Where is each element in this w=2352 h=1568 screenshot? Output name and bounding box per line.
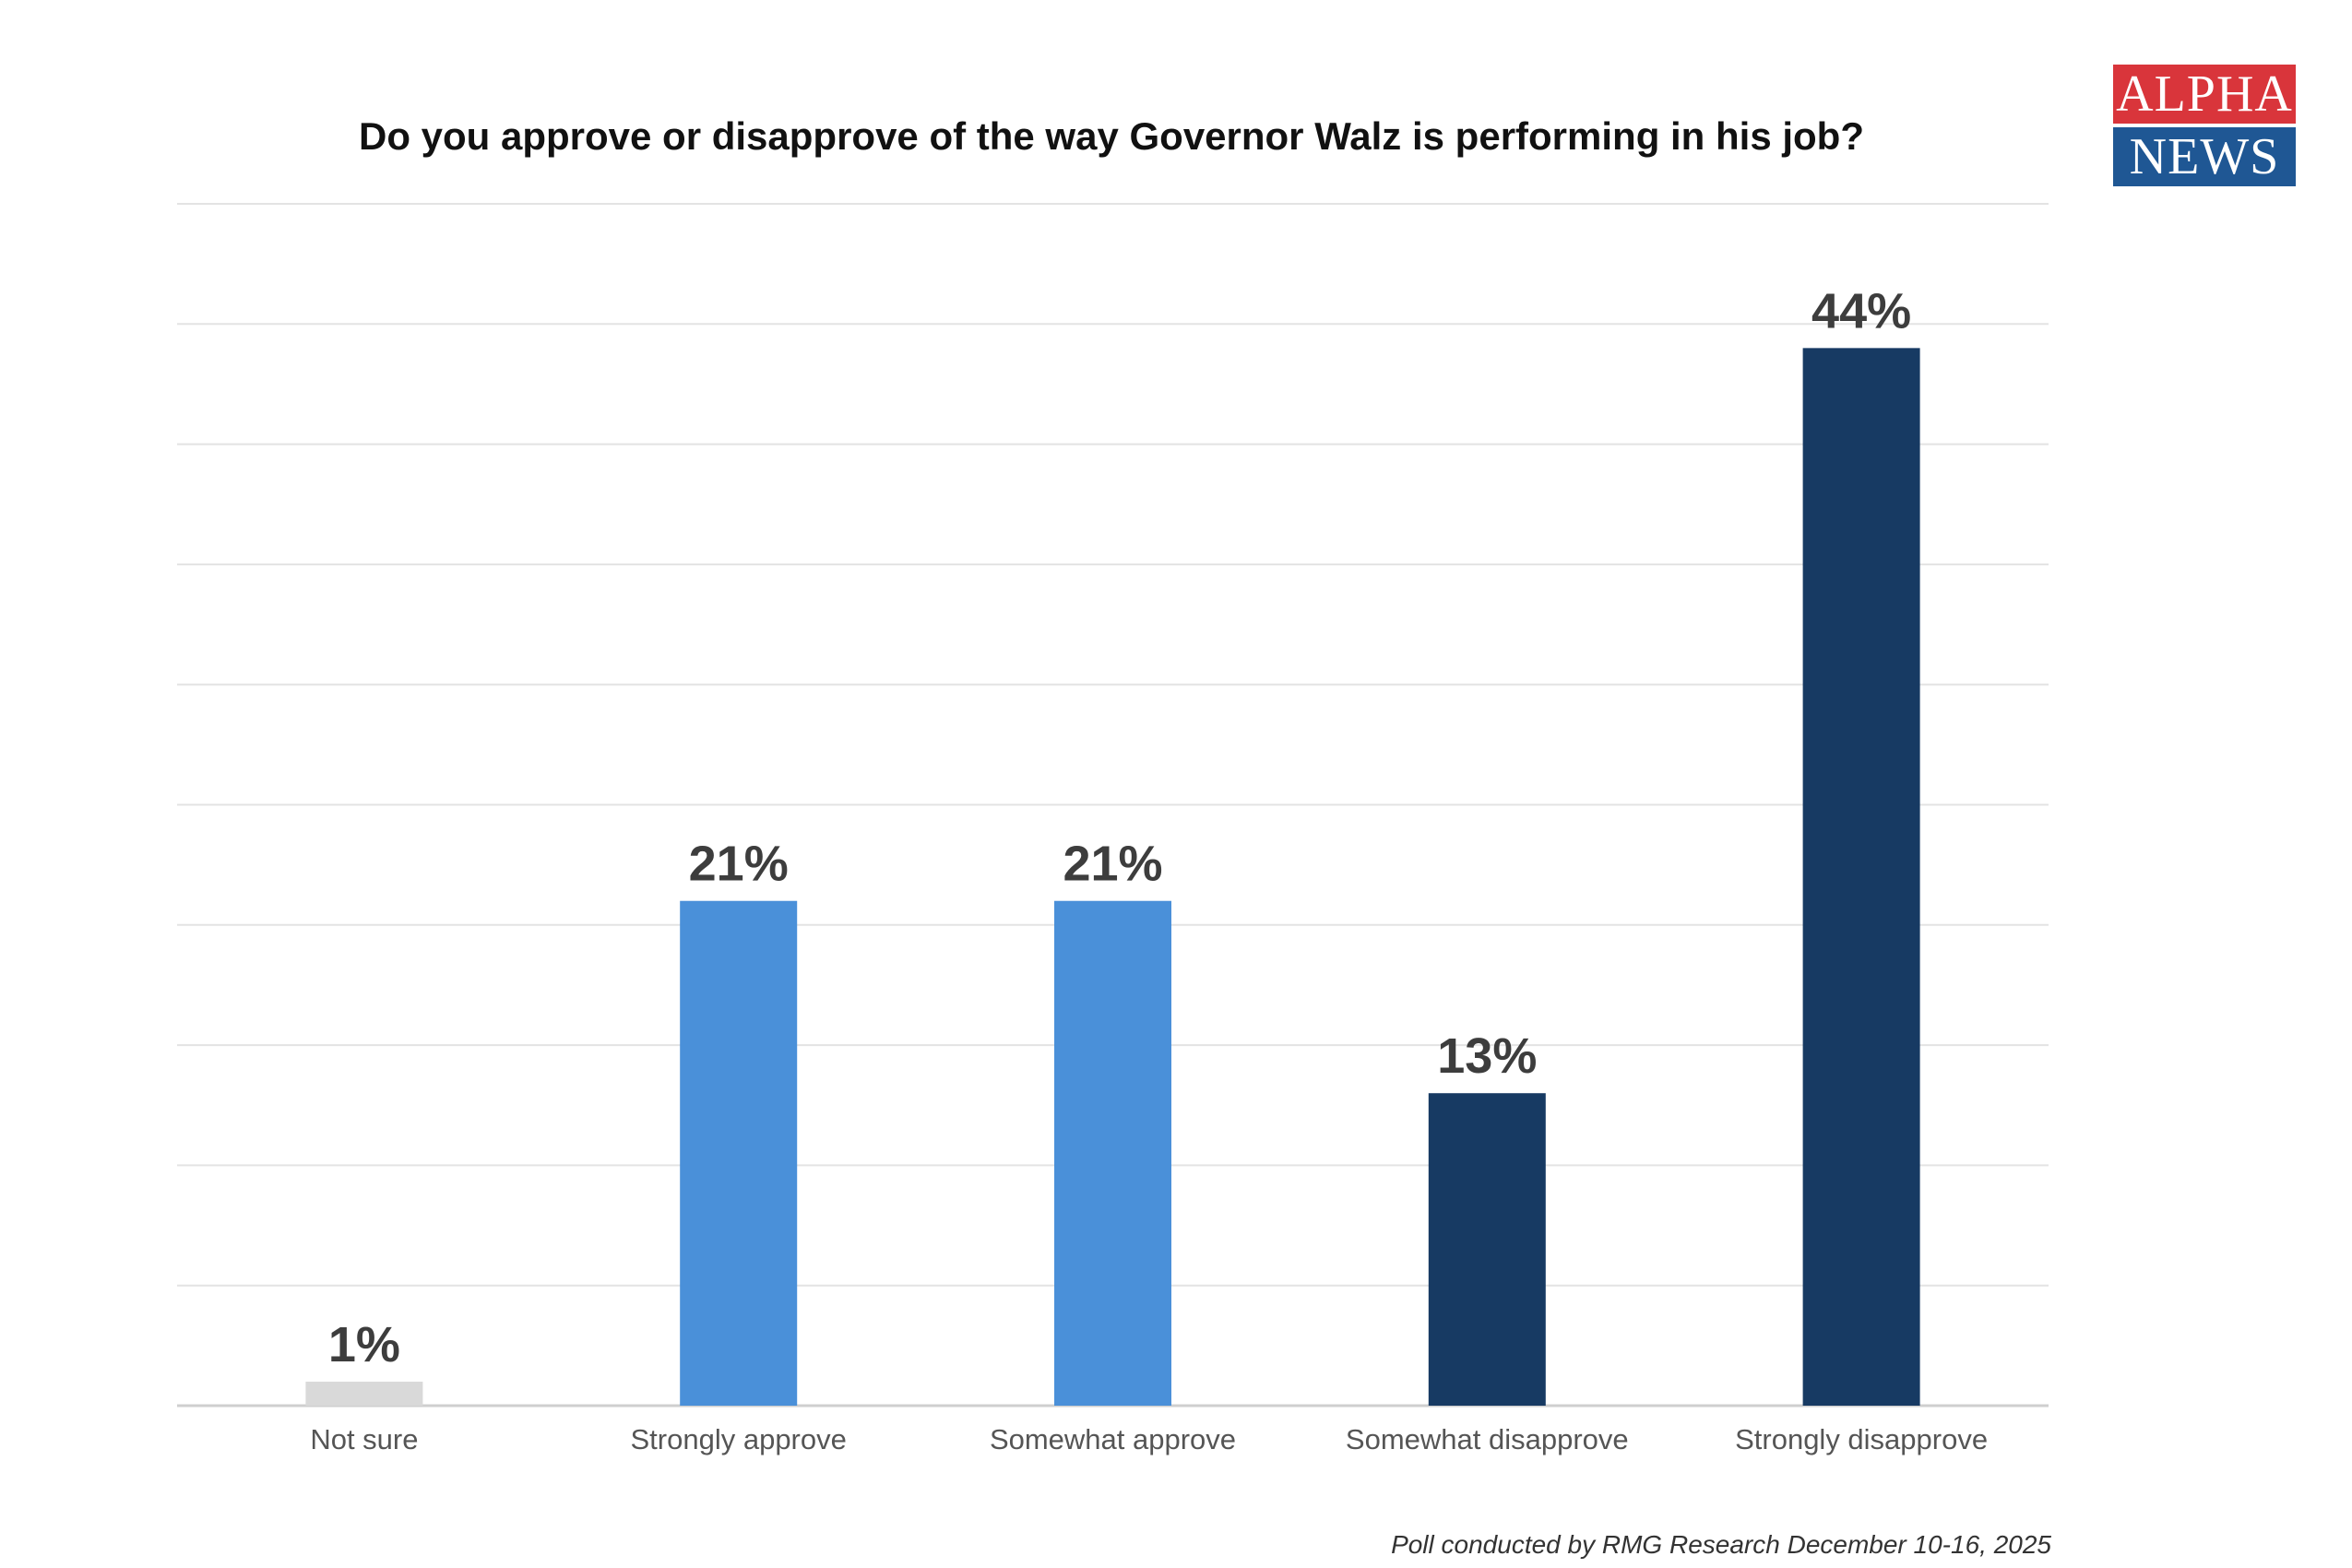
category-labels: Not sure Strongly approve Somewhat approve… [310,1423,1988,1455]
category-label: Strongly disapprove [1735,1423,1988,1455]
category-label: Somewhat disapprove [1346,1423,1629,1455]
bars [305,348,1920,1406]
value-label: 13% [1437,1028,1537,1084]
category-label: Not sure [310,1423,418,1455]
alpha-news-logo: ALPHA NEWS [2113,65,2296,186]
logo-alpha: ALPHA [2113,65,2296,124]
bar [305,1381,423,1406]
value-labels: 1% 21% 21% 13% 44% [328,283,1911,1372]
logo-news: NEWS [2113,127,2296,186]
category-label: Somewhat approve [990,1423,1236,1455]
footnote: Poll conducted by RMG Research December … [1391,1530,2051,1559]
value-label: 21% [1063,837,1162,892]
bar [680,900,798,1406]
value-label: 44% [1812,283,1911,339]
category-label: Strongly approve [631,1423,847,1455]
value-label: 21% [689,837,789,892]
bar [1802,348,1920,1406]
value-label: 1% [328,1317,400,1372]
bar [1054,900,1171,1406]
bar [1428,1093,1546,1406]
chart-title: Do you approve or disapprove of the way … [359,114,1864,158]
